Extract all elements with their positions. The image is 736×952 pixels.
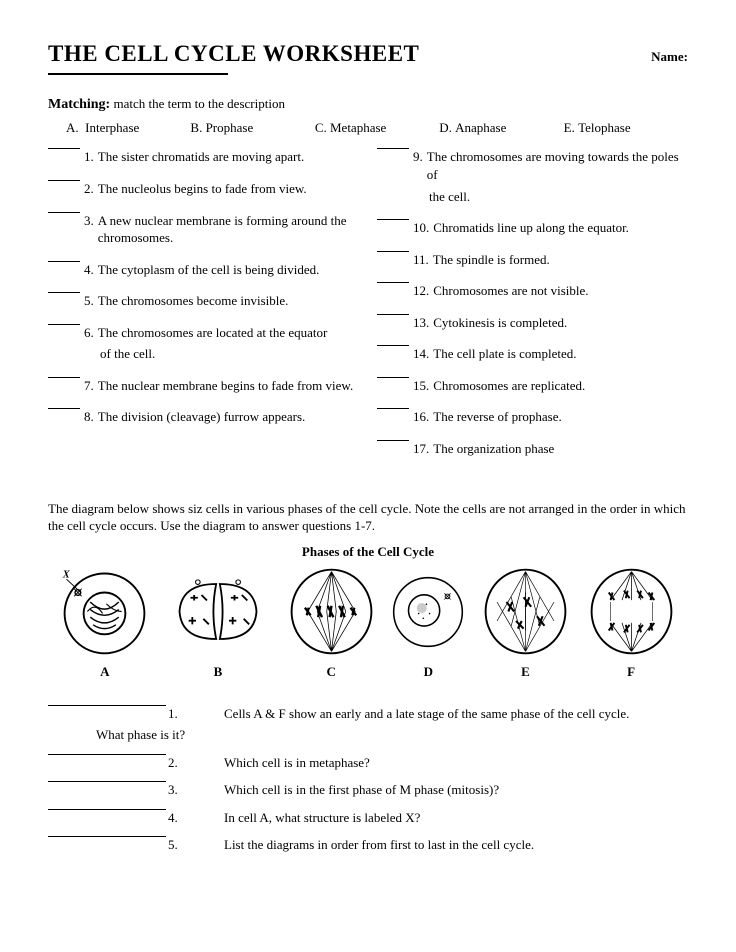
answer-blank[interactable]: [48, 261, 80, 262]
cell-b-icon: [163, 564, 273, 659]
title-underline: [48, 73, 228, 75]
diagram-questions: 1.Cells A & F show an early and a late s…: [48, 705, 688, 854]
answer-blank[interactable]: [48, 324, 80, 325]
option-d: D. Anaphase: [439, 119, 563, 137]
answer-blank[interactable]: [48, 212, 80, 213]
matching-instruction: match the term to the description: [113, 96, 284, 111]
diagram-answer-blank[interactable]: [48, 781, 166, 782]
answer-blank[interactable]: [377, 148, 409, 149]
answer-blank[interactable]: [48, 408, 80, 409]
answer-blank[interactable]: [377, 282, 409, 283]
diagram-answer-blank[interactable]: [48, 705, 166, 706]
answer-blank[interactable]: [377, 251, 409, 252]
left-column: 1.The sister chromatids are moving apart…: [48, 148, 359, 471]
cell-d-icon: [389, 573, 467, 651]
worksheet-title: THE CELL CYCLE WORKSHEET: [48, 38, 419, 69]
answer-blank[interactable]: [48, 148, 80, 149]
answer-blank[interactable]: [377, 377, 409, 378]
answer-blank[interactable]: [377, 408, 409, 409]
right-column: 9.The chromosomes are moving towards the…: [377, 148, 688, 471]
option-e: E. Telophase: [564, 119, 688, 137]
cells-diagram-row: X: [48, 564, 688, 659]
option-b: B. Prophase: [190, 119, 314, 137]
diagram-answer-blank[interactable]: [48, 754, 166, 755]
option-a: A. Interphase: [66, 119, 190, 137]
svg-text:X: X: [62, 569, 71, 580]
diagram-answer-blank[interactable]: [48, 809, 166, 810]
answer-blank[interactable]: [377, 219, 409, 220]
answer-blank[interactable]: [377, 440, 409, 441]
answer-blank[interactable]: [48, 377, 80, 378]
option-c: C. Metaphase: [315, 119, 439, 137]
diagram-intro: The diagram below shows siz cells in var…: [48, 500, 688, 535]
diagram-title: Phases of the Cell Cycle: [48, 543, 688, 561]
name-label: Name:: [651, 48, 688, 66]
cell-f-icon: [584, 564, 679, 659]
matching-options: A. Interphase B. Prophase C. Metaphase D…: [48, 119, 688, 137]
answer-blank[interactable]: [377, 314, 409, 315]
cell-e-icon: [478, 564, 573, 659]
cell-a-icon: X: [57, 564, 152, 659]
answer-blank[interactable]: [48, 180, 80, 181]
matching-heading: Matching:: [48, 97, 110, 112]
cell-labels-row: A B C D E F: [48, 663, 688, 681]
answer-blank[interactable]: [48, 292, 80, 293]
answer-blank[interactable]: [377, 345, 409, 346]
cell-c-icon: [284, 564, 379, 659]
diagram-answer-blank[interactable]: [48, 836, 166, 837]
